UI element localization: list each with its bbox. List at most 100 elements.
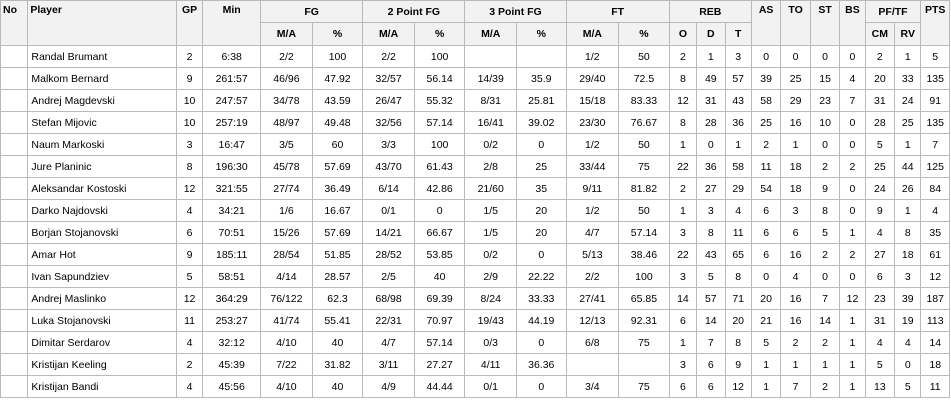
cell-fg3-pct: 39.02: [516, 111, 567, 134]
cell-d: 6: [696, 353, 726, 376]
col-header-reb-o[interactable]: O: [668, 22, 698, 46]
cell-o: 6: [668, 309, 698, 332]
table-row: Jure Planinic 8 196:30 45/78 57.69 43/70 61.43…: [0, 155, 950, 178]
cell-o: 2: [668, 177, 698, 200]
cell-ft-pct: 50: [618, 199, 670, 222]
table-row: Andrej Magdevski 10 247:57 34/78 43.59 26/47 5…: [0, 89, 950, 112]
cell-fg2-ma: 3/3: [362, 133, 415, 156]
cell-o: 1: [668, 199, 698, 222]
cell-ft-ma: 1/2: [565, 45, 620, 68]
cell-player[interactable]: Naum Markoski: [27, 133, 177, 156]
cell-fg3-pct: 35: [516, 177, 567, 200]
cell-fg2-ma: 2/5: [362, 265, 415, 288]
cell-fg3-pct: 0: [516, 133, 567, 156]
cell-min: 364:29: [202, 287, 262, 310]
cell-player[interactable]: Kristijan Keeling: [27, 353, 177, 376]
cell-ft-pct: 83.33: [618, 89, 670, 112]
cell-min: 32:12: [202, 331, 262, 354]
cell-pts: 91: [920, 89, 950, 112]
cell-st: 14: [809, 309, 841, 332]
cell-player[interactable]: Kristijan Bandi: [27, 375, 177, 398]
cell-bs: 7: [839, 89, 866, 112]
cell-ft-ma: 2/2: [565, 265, 620, 288]
cell-fg3-pct: 0: [516, 375, 567, 398]
cell-to: 1: [780, 133, 811, 156]
col-header-fg2-pct[interactable]: %: [413, 22, 466, 46]
col-header-min[interactable]: Min: [202, 0, 262, 46]
cell-player[interactable]: Jure Planinic: [27, 155, 177, 178]
cell-pts: 135: [920, 111, 950, 134]
cell-gp: 11: [175, 309, 204, 332]
cell-ft-ma: 5/13: [565, 243, 620, 266]
cell-fg2-pct: 69.39: [413, 287, 466, 310]
cell-d: 43: [696, 243, 726, 266]
cell-st: 15: [809, 67, 841, 90]
cell-player[interactable]: Amar Hot: [27, 243, 177, 266]
cell-st: 10: [809, 111, 841, 134]
col-header-fg-pct[interactable]: %: [311, 22, 364, 46]
cell-fg-pct: 62.3: [311, 287, 364, 310]
col-header-reb-t[interactable]: T: [724, 22, 752, 46]
cell-no: [0, 133, 29, 156]
cell-player[interactable]: Darko Najdovski: [27, 199, 177, 222]
cell-player[interactable]: Andrej Maslinko: [27, 287, 177, 310]
col-header-player[interactable]: Player: [27, 0, 177, 46]
cell-d: 8: [696, 221, 726, 244]
cell-ft-pct: 100: [618, 265, 670, 288]
col-header-to[interactable]: TO: [780, 0, 811, 46]
cell-player[interactable]: Ivan Sapundziev: [27, 265, 177, 288]
cell-to: 18: [780, 155, 811, 178]
col-header-gp[interactable]: GP: [175, 0, 204, 46]
cell-d: 7: [696, 331, 726, 354]
cell-player[interactable]: Borjan Stojanovski: [27, 221, 177, 244]
cell-player[interactable]: Luka Stojanovski: [27, 309, 177, 332]
cell-min: 185:11: [202, 243, 262, 266]
col-header-st[interactable]: ST: [809, 0, 841, 46]
col-header-ft-pct[interactable]: %: [618, 22, 670, 46]
cell-st: 1: [809, 353, 841, 376]
cell-to: 16: [780, 111, 811, 134]
cell-ft-pct: 50: [618, 133, 670, 156]
cell-player[interactable]: Aleksandar Kostoski: [27, 177, 177, 200]
cell-pts: 5: [920, 45, 950, 68]
cell-fg2-pct: 70.97: [413, 309, 466, 332]
cell-as: 21: [750, 309, 782, 332]
cell-no: [0, 331, 29, 354]
col-header-bs[interactable]: BS: [839, 0, 866, 46]
cell-fg-ma: 1/6: [260, 199, 313, 222]
cell-fg-pct: 40: [311, 375, 364, 398]
cell-ft-ma: 33/44: [565, 155, 620, 178]
col-header-fg3-ma[interactable]: M/A: [464, 22, 517, 46]
col-header-fg3-pct[interactable]: %: [516, 22, 567, 46]
cell-fg3-pct: 20: [516, 199, 567, 222]
table-row: Dimitar Serdarov 4 32:12 4/10 40 4/7 57.14 0/3 0…: [0, 331, 950, 354]
col-header-no[interactable]: No: [0, 0, 29, 46]
cell-rv: 8: [894, 221, 922, 244]
cell-fg2-ma: 14/21: [362, 221, 415, 244]
cell-fg-pct: 51.85: [311, 243, 364, 266]
cell-player[interactable]: Malkom Bernard: [27, 67, 177, 90]
cell-cm: 28: [864, 111, 896, 134]
cell-no: [0, 199, 29, 222]
col-header-as[interactable]: AS: [750, 0, 782, 46]
col-header-fg2-ma[interactable]: M/A: [362, 22, 415, 46]
cell-bs: 0: [839, 111, 866, 134]
cell-fg3-pct: 35.9: [516, 67, 567, 90]
cell-ft-pct: 92.31: [618, 309, 670, 332]
cell-bs: 1: [839, 331, 866, 354]
col-header-rv[interactable]: RV: [894, 22, 922, 46]
cell-min: 45:39: [202, 353, 262, 376]
col-header-ft-ma[interactable]: M/A: [565, 22, 620, 46]
col-header-reb-d[interactable]: D: [696, 22, 726, 46]
cell-player[interactable]: Stefan Mijovic: [27, 111, 177, 134]
cell-fg3-ma: 0/3: [464, 331, 517, 354]
cell-player[interactable]: Andrej Magdevski: [27, 89, 177, 112]
col-header-fg-ma[interactable]: M/A: [260, 22, 313, 46]
cell-bs: 12: [839, 287, 866, 310]
col-header-pts[interactable]: PTS: [920, 0, 950, 46]
cell-t: 8: [724, 331, 752, 354]
cell-player[interactable]: Dimitar Serdarov: [27, 331, 177, 354]
cell-player[interactable]: Randal Brumant: [27, 45, 177, 68]
col-header-cm[interactable]: CM: [864, 22, 896, 46]
